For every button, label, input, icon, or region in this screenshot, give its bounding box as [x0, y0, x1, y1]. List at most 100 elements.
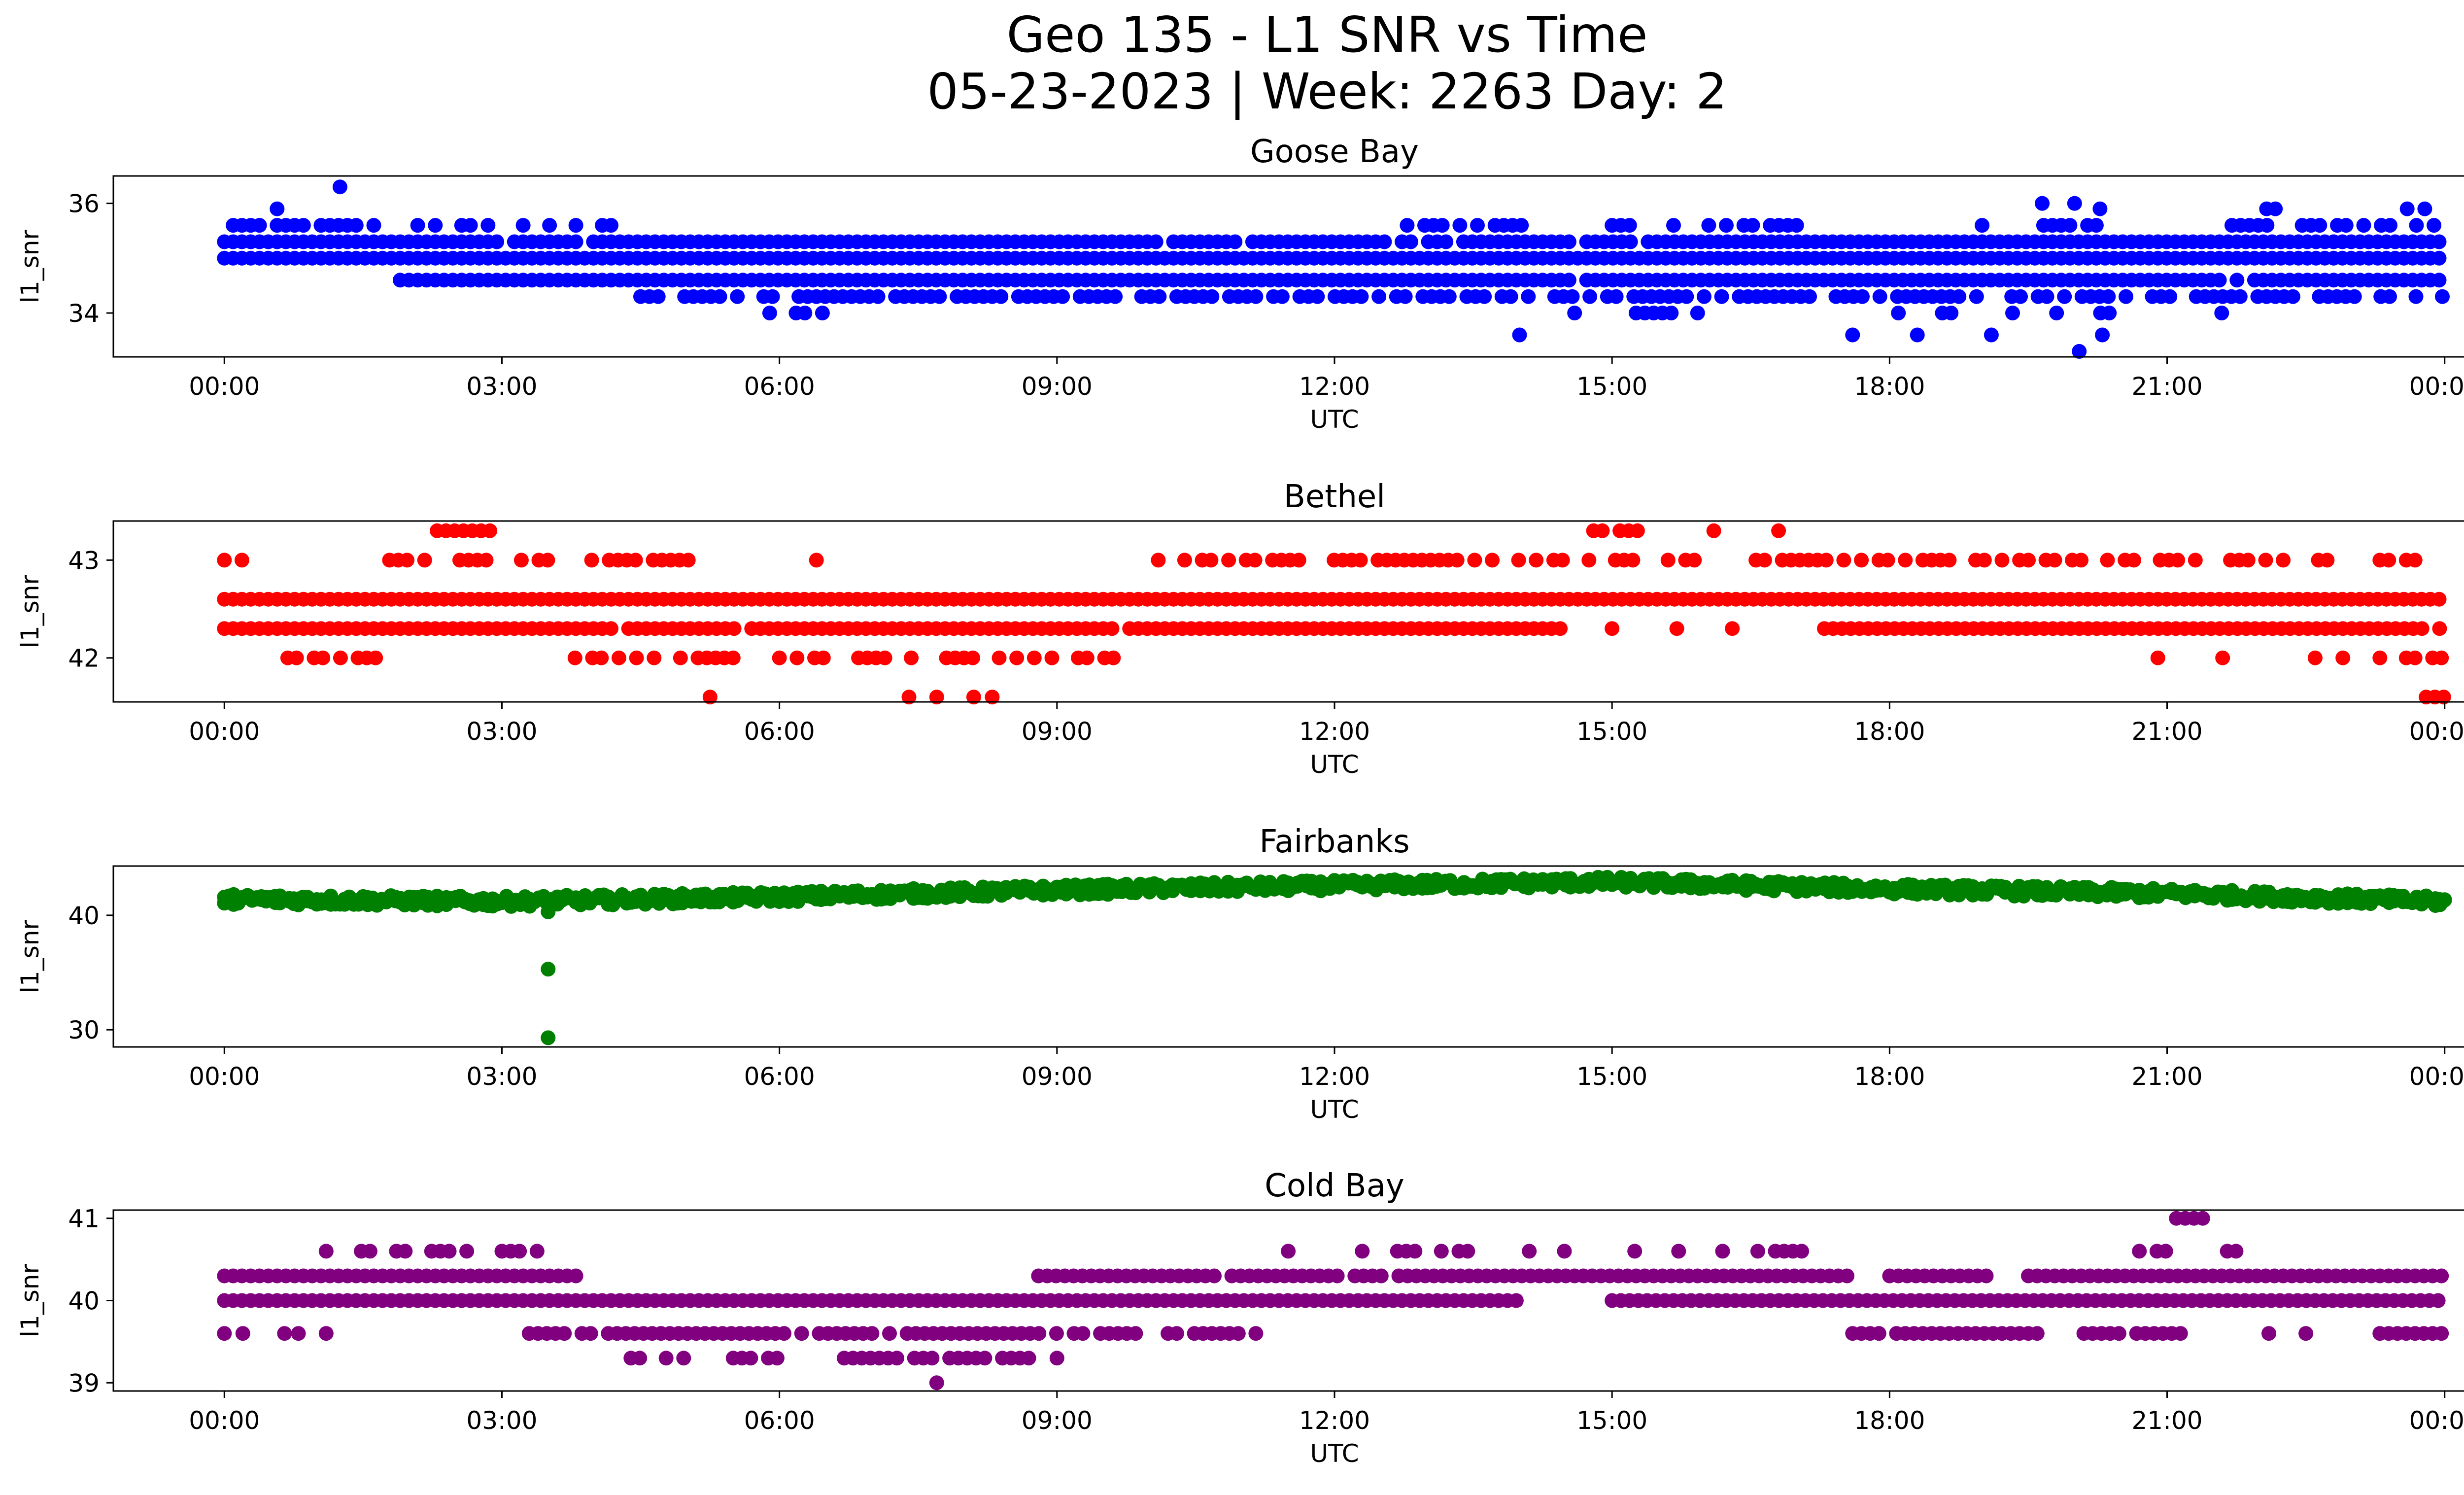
data-point — [557, 1326, 572, 1341]
data-point — [1553, 621, 1568, 636]
x-tick-label: 00:00 — [189, 372, 260, 401]
data-point — [1108, 289, 1123, 304]
data-point — [1400, 218, 1415, 233]
data-point — [2430, 1293, 2446, 1308]
data-point — [1794, 1244, 1809, 1259]
data-point — [681, 553, 696, 568]
data-points — [217, 179, 2450, 359]
data-point — [1622, 218, 1637, 233]
data-point — [333, 650, 348, 665]
data-point — [2232, 289, 2248, 304]
data-point — [2347, 289, 2362, 304]
data-point — [890, 1351, 904, 1366]
data-point — [2320, 553, 2335, 568]
data-point — [2214, 306, 2229, 320]
data-point — [864, 1326, 880, 1341]
data-point — [2407, 553, 2423, 568]
data-point — [932, 289, 947, 304]
subplot-title: Goose Bay — [1250, 134, 1419, 170]
data-point — [2173, 1326, 2188, 1341]
data-point — [797, 306, 813, 320]
data-point — [2414, 621, 2430, 636]
x-tick-label: 18:00 — [1854, 1062, 1925, 1091]
x-tick-label: 12:00 — [1299, 717, 1370, 746]
data-point — [489, 234, 505, 249]
data-point — [2312, 218, 2327, 233]
data-point — [1398, 289, 1413, 304]
x-tick-label: 09:00 — [1022, 1062, 1093, 1091]
data-point — [2258, 553, 2273, 568]
data-point — [1247, 553, 1263, 568]
data-point — [1441, 289, 1457, 304]
data-point — [410, 218, 425, 233]
data-point — [1460, 1244, 1475, 1259]
outlier-point — [541, 962, 556, 977]
data-point — [1248, 289, 1264, 304]
data-point — [1757, 553, 1772, 568]
data-point — [1567, 306, 1582, 320]
x-tick-label: 03:00 — [466, 372, 537, 401]
data-point — [712, 289, 727, 304]
data-point — [2382, 289, 2397, 304]
outlier-point — [2261, 1326, 2276, 1341]
figure-title-line2: 05-23-2023 | Week: 2263 Day: 2 — [927, 63, 1727, 120]
data-points — [217, 869, 2452, 1045]
outlier-point — [1984, 327, 1999, 343]
data-point — [1697, 289, 1711, 304]
data-point — [2408, 289, 2424, 304]
data-point — [965, 650, 980, 665]
data-point — [882, 1326, 897, 1341]
data-point — [673, 650, 688, 665]
data-point — [647, 650, 662, 665]
data-point — [1880, 553, 1895, 568]
x-tick-label: 06:00 — [744, 1406, 815, 1435]
data-point — [1944, 306, 1959, 320]
data-point — [234, 553, 249, 568]
data-point — [398, 1244, 413, 1259]
data-point — [315, 650, 331, 665]
data-point — [366, 218, 381, 233]
x-tick-label: 21:00 — [2131, 1406, 2202, 1435]
y-tick-label: 42 — [68, 644, 100, 673]
data-point — [2158, 1244, 2173, 1259]
data-point — [1687, 553, 1702, 568]
data-point — [1169, 1326, 1184, 1341]
data-point — [726, 621, 742, 636]
data-point — [2431, 234, 2447, 249]
data-point — [2170, 553, 2186, 568]
y-axis-label: l1_snr — [16, 1264, 44, 1337]
subplot-cold-bay: Cold Bay 00:00 03:00 06:00 09:00 12:00 15:00 18… — [16, 1168, 2464, 1468]
data-point — [512, 1244, 527, 1259]
outlier-point — [1771, 523, 1786, 538]
data-point — [2431, 273, 2447, 288]
data-point — [1207, 1268, 1222, 1284]
data-point — [2259, 218, 2275, 233]
data-point — [1248, 1326, 1264, 1341]
y-tick-label: 43 — [68, 546, 100, 575]
data-point — [2436, 690, 2451, 705]
data-point — [2407, 650, 2423, 665]
data-point — [515, 218, 531, 233]
data-point — [1666, 218, 1681, 233]
data-point — [368, 650, 383, 665]
data-point — [1009, 650, 1025, 665]
data-point — [2074, 553, 2088, 568]
outlier-point — [901, 690, 917, 705]
subplot-fairbanks: Fairbanks 00:00 03:00 06:00 09:00 12:00 15:00 1… — [16, 824, 2464, 1124]
data-point — [1854, 553, 1869, 568]
x-tick-label: 00:00 — [189, 1406, 260, 1435]
x-tick-label: 21:00 — [2131, 372, 2202, 401]
data-point — [2372, 650, 2388, 665]
data-point — [2021, 553, 2036, 568]
outlier-point — [217, 1326, 232, 1341]
data-point — [1891, 306, 1906, 320]
data-point — [2088, 218, 2104, 233]
outlier-point — [985, 690, 1000, 705]
data-point — [1690, 306, 1705, 320]
data-point — [1561, 273, 1576, 288]
data-point — [2356, 218, 2371, 233]
data-point — [318, 1244, 334, 1259]
outlier-point — [1669, 621, 1684, 636]
outlier-point — [2215, 650, 2230, 665]
